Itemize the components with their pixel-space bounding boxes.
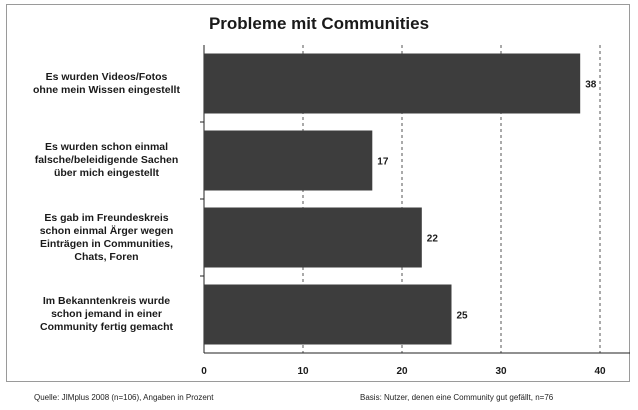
category-label: Im Bekanntenkreis wurde schon jemand in … <box>39 295 173 333</box>
x-tick-label: 0 <box>201 366 207 377</box>
bar <box>204 284 452 345</box>
x-tick-label: 40 <box>594 366 606 377</box>
chart-title: Probleme mit Communities <box>208 14 430 33</box>
bar <box>204 130 373 191</box>
x-tick-label: 20 <box>396 366 408 377</box>
category-label: Es wurden schon einmal falsche/beleidige… <box>34 141 179 179</box>
data-label: 38 <box>585 80 597 91</box>
chart-border <box>6 4 630 382</box>
basis-note: Basis: Nutzer, denen eine Community gut … <box>360 393 554 402</box>
data-label: 17 <box>377 157 389 168</box>
data-label: 25 <box>457 311 469 322</box>
source-note: Quelle: JIMplus 2008 (n=106), Angaben in… <box>34 393 214 402</box>
category-label: Es wurden Videos/Fotos ohne mein Wissen … <box>33 70 180 96</box>
data-label: 22 <box>427 234 439 245</box>
bar <box>204 207 422 268</box>
bar <box>204 53 581 114</box>
x-tick-label: 10 <box>297 366 309 377</box>
category-label: Es gab im Freundeskreis schon einmal Ärg… <box>39 211 174 263</box>
x-tick-label: 30 <box>495 366 507 377</box>
